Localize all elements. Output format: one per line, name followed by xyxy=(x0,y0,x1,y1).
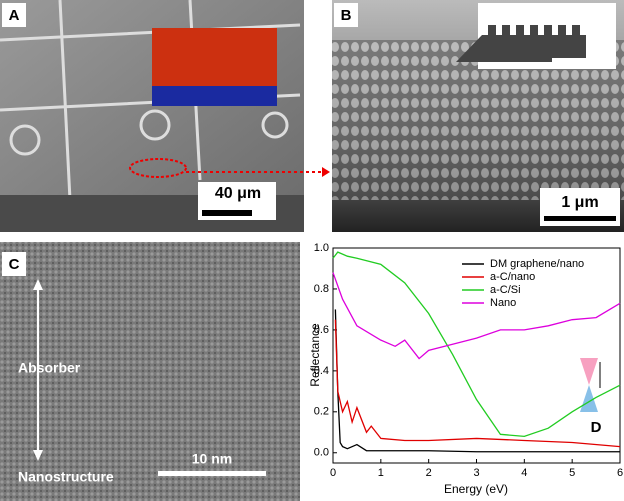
line-series xyxy=(334,309,620,453)
panel-label: B xyxy=(341,7,352,24)
panel-d: Energy (eV) Reflectance D 0 1 2 3 4 5 6 0.0 0.2 0… xyxy=(308,242,623,496)
scale-bar xyxy=(158,471,266,476)
highlight xyxy=(129,158,187,178)
annotation: Absorber xyxy=(18,360,81,376)
scale-text: 10 nm xyxy=(192,451,232,467)
label-box xyxy=(2,252,26,276)
label-box xyxy=(2,3,26,27)
scale-text: 1 μm xyxy=(561,194,598,211)
panel-label: A xyxy=(9,7,20,24)
x-tick-label: 2 xyxy=(426,467,432,479)
panel-a: A 40 μm xyxy=(0,0,330,232)
cone-icon xyxy=(580,385,598,412)
line-series xyxy=(334,319,621,448)
tem-image xyxy=(0,242,300,501)
label-box xyxy=(334,3,358,27)
y-tick-label: 1.0 xyxy=(314,242,329,254)
legend-label: a-C/Si xyxy=(490,284,521,296)
y-tick-label: 0.2 xyxy=(314,406,329,418)
inset-bottom xyxy=(152,86,277,106)
scale-text: 40 μm xyxy=(215,185,261,202)
inset-bar xyxy=(552,58,602,62)
x-axis-title: Energy (eV) xyxy=(444,482,508,496)
y-tick-label: 0.0 xyxy=(314,447,329,459)
annotation: Nanostructure xyxy=(18,469,114,485)
y-axis-title: Reflectance xyxy=(308,323,322,387)
line-series xyxy=(332,272,621,360)
panel-c: C Absorber Nanostructure 10 nm xyxy=(0,242,300,501)
line-series xyxy=(332,251,621,438)
x-tick-label: 6 xyxy=(617,467,623,479)
y-tick-label: 0.4 xyxy=(314,365,329,377)
legend-label: a-C/nano xyxy=(490,271,535,283)
scale-bar xyxy=(202,210,252,216)
y-tick-label: 0.6 xyxy=(314,324,329,336)
plot-area xyxy=(332,247,621,464)
scale-bar xyxy=(544,216,616,221)
legend-label: Nano xyxy=(490,297,516,309)
x-tick-label: 3 xyxy=(473,467,479,479)
x-tick-label: 0 xyxy=(330,467,336,479)
x-tick-label: 5 xyxy=(569,467,575,479)
y-tick-label: 0.8 xyxy=(314,283,329,295)
x-tick-label: 1 xyxy=(378,467,384,479)
inset-profile xyxy=(456,25,586,62)
arrow-head xyxy=(322,167,330,177)
legend-label: DM graphene/nano xyxy=(490,258,584,270)
panel-label: C xyxy=(9,256,20,273)
panel-label: D xyxy=(591,419,602,436)
cone-icon xyxy=(580,358,598,385)
panel-b: B 1 μm xyxy=(332,0,624,232)
inset-top xyxy=(152,28,277,86)
x-tick-label: 4 xyxy=(521,467,527,479)
